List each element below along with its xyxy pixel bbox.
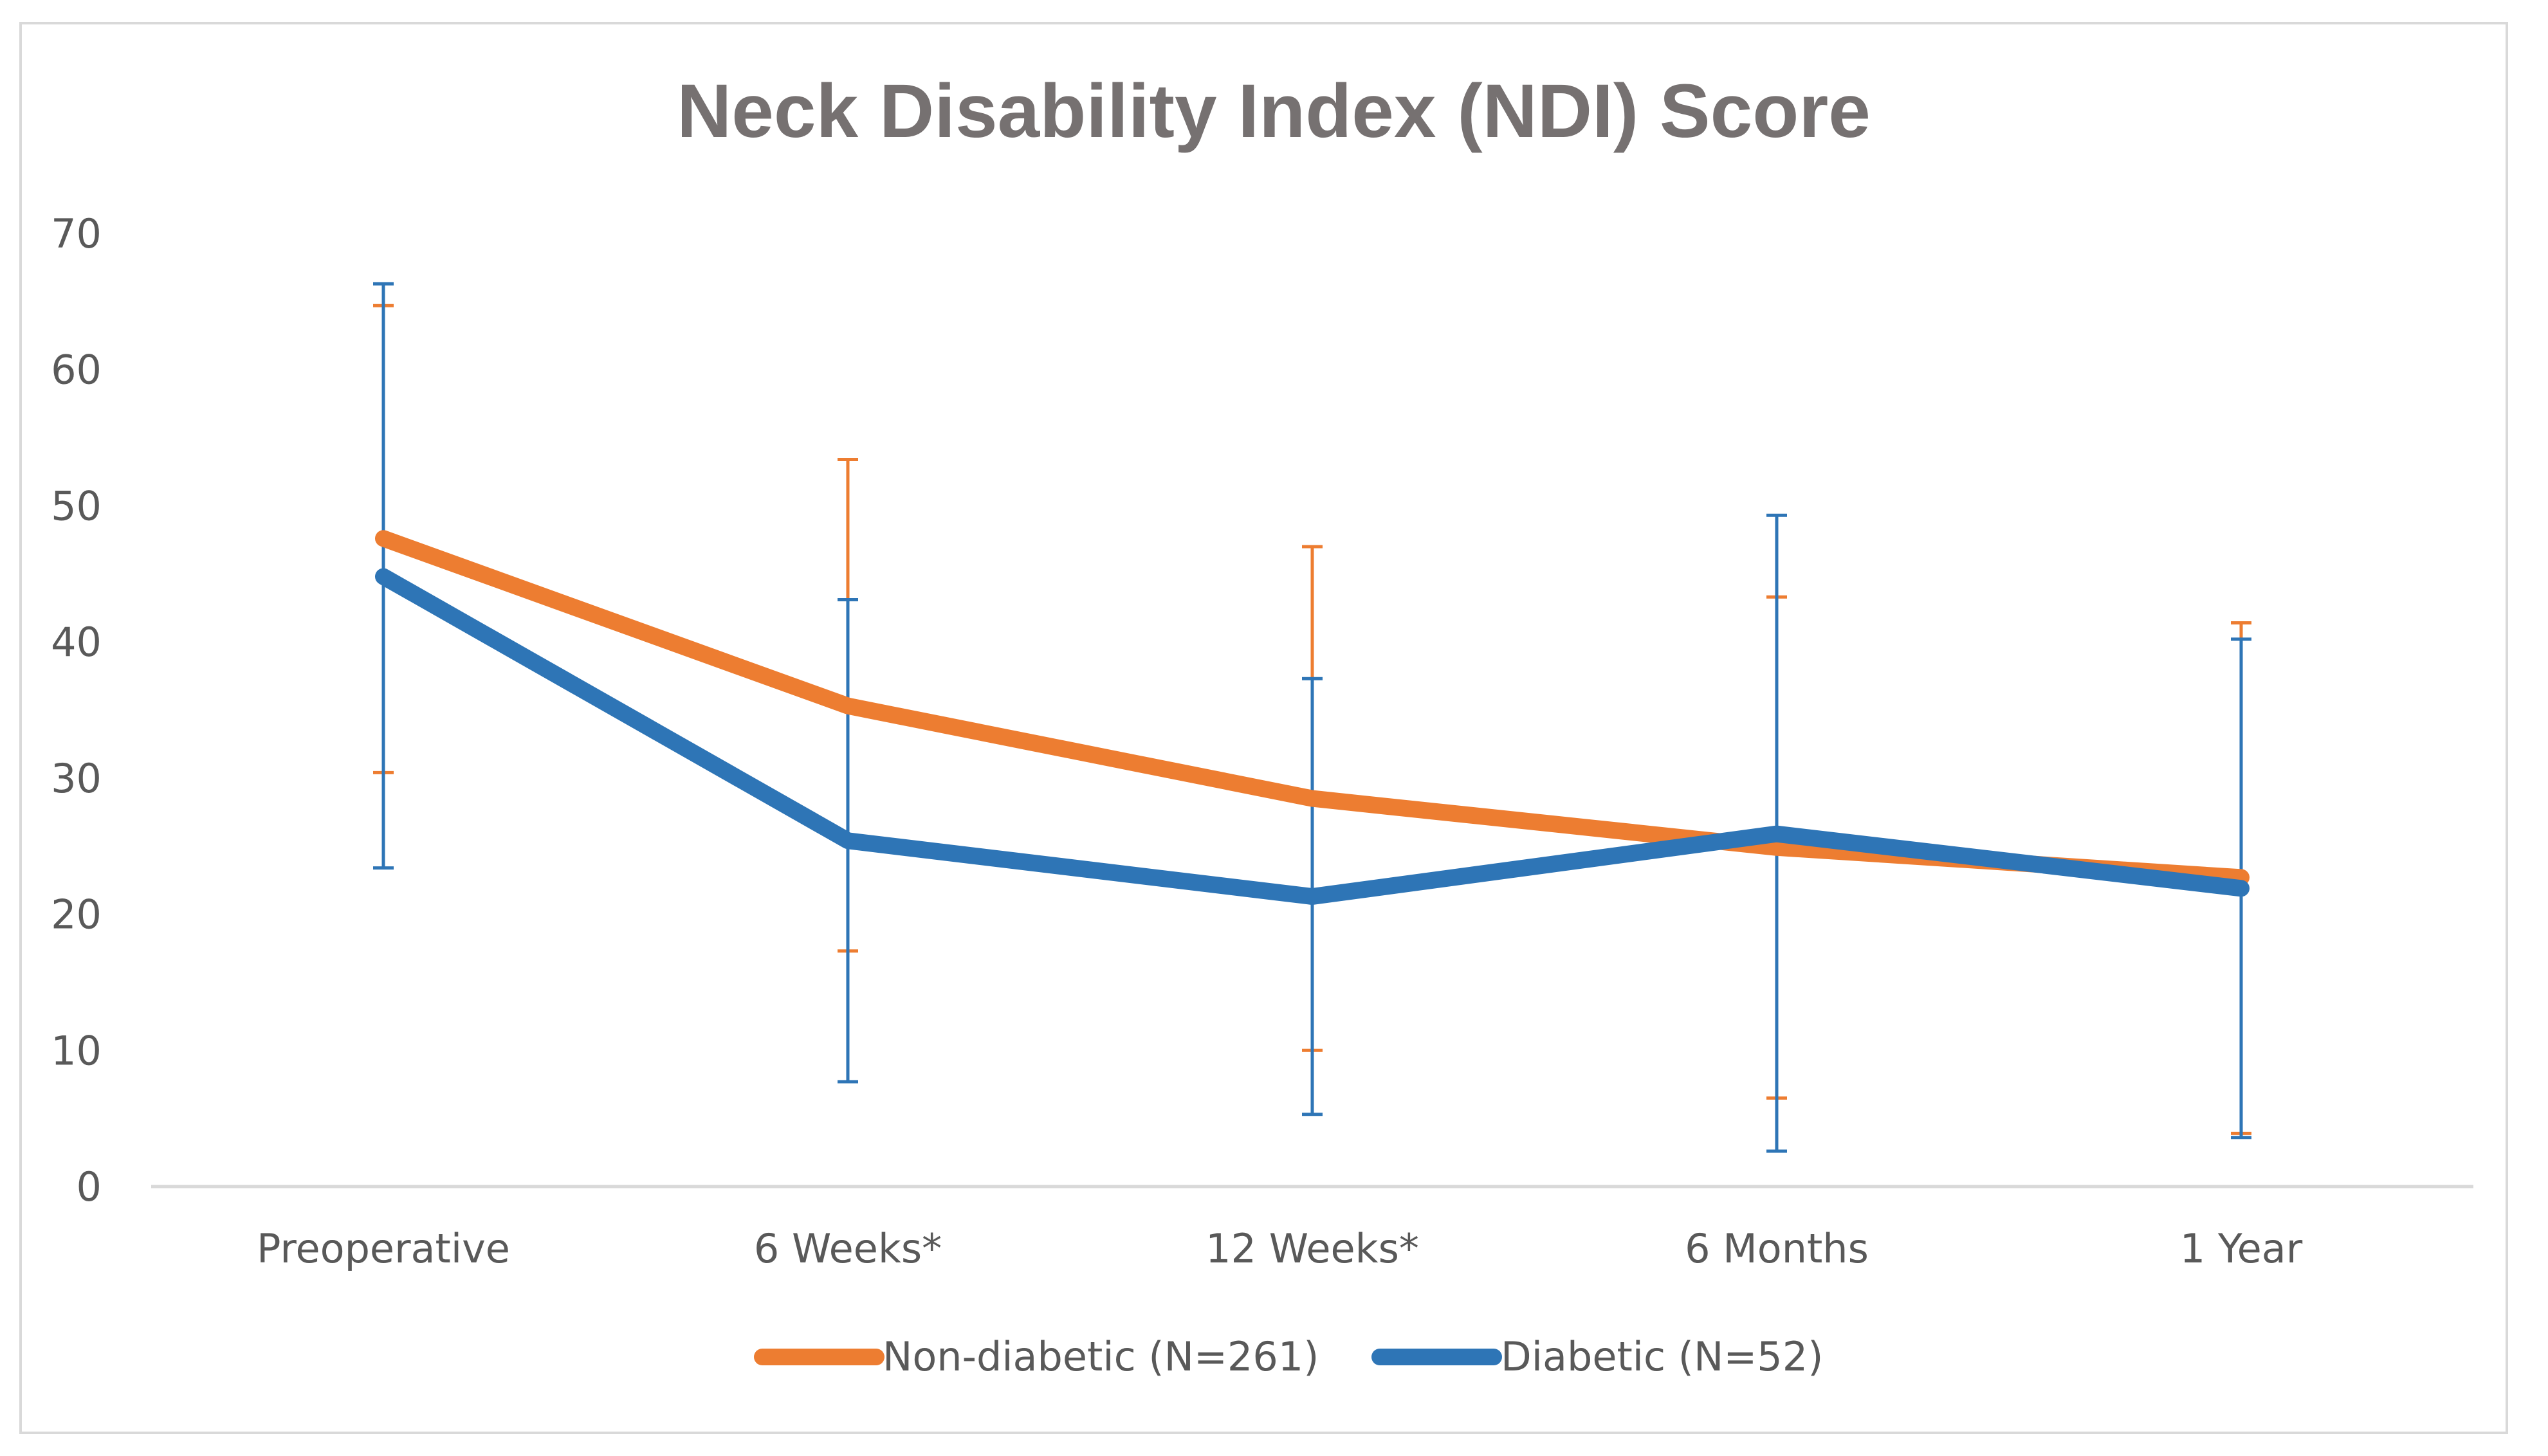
y-tick-label: 30: [51, 755, 102, 802]
x-tick-label: 6 Weeks*: [754, 1225, 942, 1272]
series-line-diabetic: [375, 568, 2250, 905]
y-tick-label: 70: [51, 210, 102, 257]
error-bars-diabetic: [373, 282, 2251, 1153]
x-tick-label: 6 Months: [1685, 1225, 1869, 1272]
legend-label: Non-diabetic (N=261): [883, 1333, 1319, 1380]
x-tick-label: 12 Weeks*: [1205, 1225, 1419, 1272]
y-tick-label: 40: [51, 619, 102, 666]
y-tick-label: 0: [77, 1163, 102, 1210]
x-axis: Preoperative 6 Weeks* 12 Weeks* 6 Months 1 Y…: [151, 1185, 2473, 1272]
y-tick-label: 50: [51, 482, 102, 529]
chart-title: Neck Disability Index (NDI) Score: [677, 69, 1871, 154]
x-tick-label: Preoperative: [257, 1225, 510, 1272]
y-tick-label: 60: [51, 347, 102, 394]
x-tick-label: 1 Year: [2180, 1225, 2303, 1272]
y-tick-label: 10: [51, 1027, 102, 1074]
y-axis: 0 10 20 30 40 50 60 70: [51, 210, 102, 1210]
chart-frame: [19, 22, 2508, 1434]
legend: Non-diabetic (N=261) Diabetic (N=52): [754, 1333, 1823, 1380]
legend-label: Diabetic (N=52): [1501, 1333, 1823, 1380]
series-layer: [373, 282, 2251, 1153]
y-tick-label: 20: [51, 891, 102, 938]
